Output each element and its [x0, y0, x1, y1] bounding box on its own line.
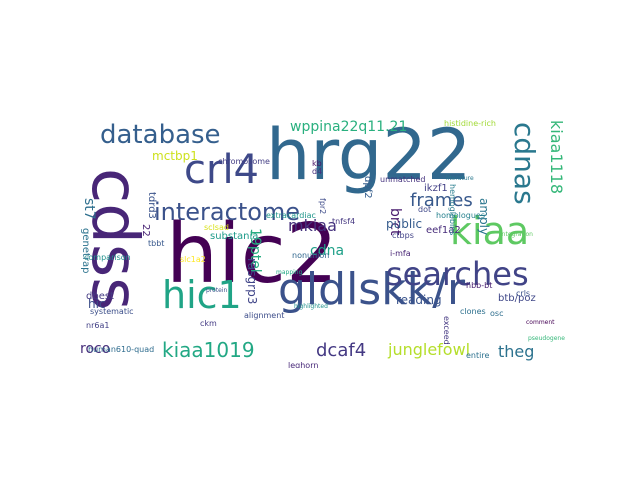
cloud-word: hic1	[162, 273, 242, 317]
cloud-word: dpf2	[362, 176, 373, 199]
cloud-word: reading	[396, 293, 442, 307]
cloud-word: d4	[312, 167, 323, 176]
cloud-word: kiaa1118	[547, 120, 566, 195]
cloud-word: mapping	[276, 269, 303, 276]
cloud-word: integration	[500, 231, 533, 238]
cloud-word: st7	[81, 198, 97, 220]
cloud-word: slc1a2	[180, 255, 206, 264]
cloud-word: wppina22q11.21	[290, 120, 408, 135]
cloud-word: frames	[410, 190, 473, 211]
cloud-word: entire	[466, 351, 490, 360]
cloud-word: highlighted	[294, 303, 328, 310]
cloud-word: dcaf4	[316, 340, 367, 361]
cloud-word: comparison	[84, 253, 131, 262]
cloud-word: hbb-bt	[466, 281, 493, 290]
cloud-word: nr6a1	[86, 321, 110, 330]
cloud-word: interactome	[154, 198, 301, 226]
cloud-word: theg	[498, 342, 535, 361]
cloud-word: 22	[140, 224, 151, 237]
cloud-word: kiaa	[450, 209, 530, 253]
cloud-word: ctbps	[392, 231, 414, 240]
cloud-word: tnfsf4	[332, 217, 356, 226]
cloud-word: hic	[88, 297, 106, 311]
cloud-word: dot	[418, 205, 432, 214]
cloud-word: ikzf1	[424, 183, 448, 194]
cloud-word: crl4	[184, 147, 259, 193]
cloud-word: extracardiac	[266, 211, 316, 220]
cloud-word: sclsad	[204, 223, 229, 232]
cloud-word: nonunion	[292, 251, 330, 260]
cloud-word: exceed	[442, 316, 451, 345]
cloud-word: rasgrp3	[245, 258, 259, 305]
cloud-word: hic2	[166, 207, 339, 302]
cloud-word: mkiaa	[288, 216, 337, 235]
cloud-word: ckm	[200, 319, 217, 328]
cloud-word: roco	[80, 341, 111, 357]
word-cloud: hic2 hrg22 cdss gldlskk/r kiaa hic1 crl4 search…	[80, 120, 576, 368]
cloud-word: public	[386, 217, 423, 231]
cloud-word: unmatched	[380, 175, 426, 184]
cloud-word: leghorn	[288, 361, 319, 369]
cloud-word: btb/poz	[498, 293, 536, 304]
cloud-word: comment	[526, 319, 555, 326]
cloud-word: hrg22	[266, 120, 472, 196]
cloud-word: kiaa1019	[162, 338, 255, 362]
cloud-word: crls	[516, 289, 531, 298]
cloud-word: eef1a2	[426, 225, 461, 236]
cloud-word: kb	[312, 159, 322, 168]
cloud-word: fpr2	[318, 198, 327, 215]
cloud-word: clones	[460, 307, 486, 316]
cloud-word: cdnas	[508, 122, 541, 205]
cloud-word: substania	[210, 231, 259, 242]
cloud-word: human610-quad	[88, 345, 155, 354]
cloud-word: osc	[490, 309, 504, 318]
cloud-word: database	[100, 120, 221, 150]
cloud-word: searches	[386, 255, 529, 293]
cloud-word: genetrap	[80, 228, 91, 274]
cloud-word: tbbt	[148, 239, 165, 248]
cloud-word: dbest	[86, 291, 114, 302]
cloud-word: i-mfa	[390, 249, 411, 258]
cloud-word: cdna	[310, 243, 345, 259]
cloud-word: junglefowl	[388, 340, 471, 359]
cloud-word: hemoglobins	[448, 184, 457, 236]
cloud-word: tdrd3	[146, 192, 157, 219]
cloud-word: pseudogene	[528, 335, 565, 342]
cloud-word: chromosome	[218, 157, 270, 166]
cloud-word: protein	[206, 287, 228, 294]
cloud-word: mctbp1	[152, 149, 198, 163]
cloud-word: cdss	[80, 168, 151, 311]
cloud-word: gldlskk/r	[278, 264, 466, 315]
cloud-word: histidine-rich	[444, 120, 496, 128]
cloud-word: homologues	[436, 211, 486, 220]
cloud-word: literature	[446, 175, 474, 182]
cloud-word: systematic	[90, 307, 134, 316]
cloud-word: alignment	[244, 311, 285, 320]
